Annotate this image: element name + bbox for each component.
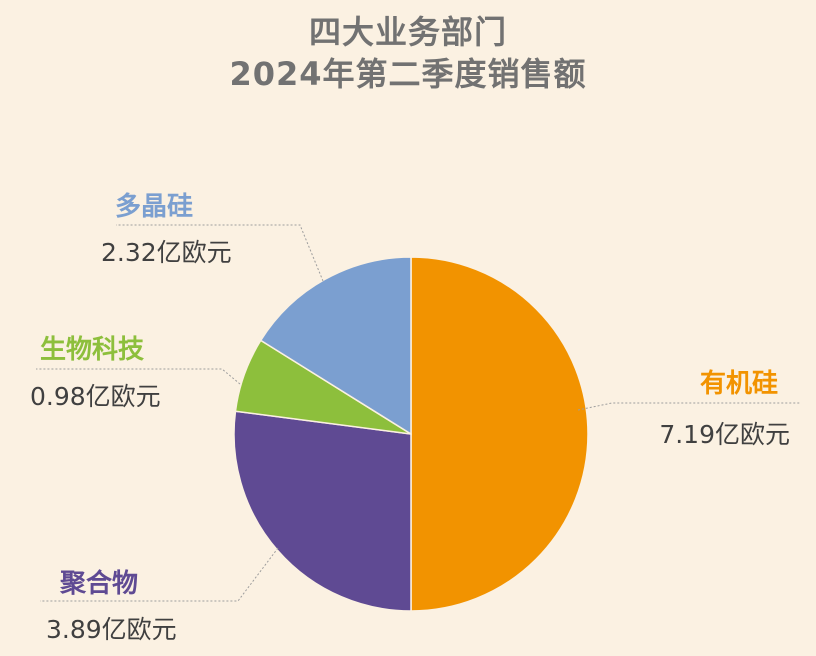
chart-title-line-1: 四大业务部门 [308,13,507,51]
pie-slice-2 [233,410,412,612]
leader-line-1 [577,402,800,411]
pie-slice-4 [259,256,412,436]
slice-label-value-1: 7.19亿欧元 [659,420,790,449]
slice-label-name-1: 有机硅 [700,369,778,399]
slice-label-name-3: 生物科技 [40,335,144,365]
slice-label-name-4: 多晶硅 [115,192,193,222]
slice-label-value-2: 3.89亿欧元 [46,615,177,644]
slice-label-value-3: 0.98亿欧元 [30,382,161,411]
pie-slice-1 [410,256,589,612]
slice-label-value-4: 2.32亿欧元 [101,238,232,267]
chart-title-line-2: 2024年第二季度销售额 [229,55,587,93]
leader-line-4 [116,224,324,282]
pie-slices [233,256,589,612]
slice-label-name-2: 聚合物 [59,568,138,599]
